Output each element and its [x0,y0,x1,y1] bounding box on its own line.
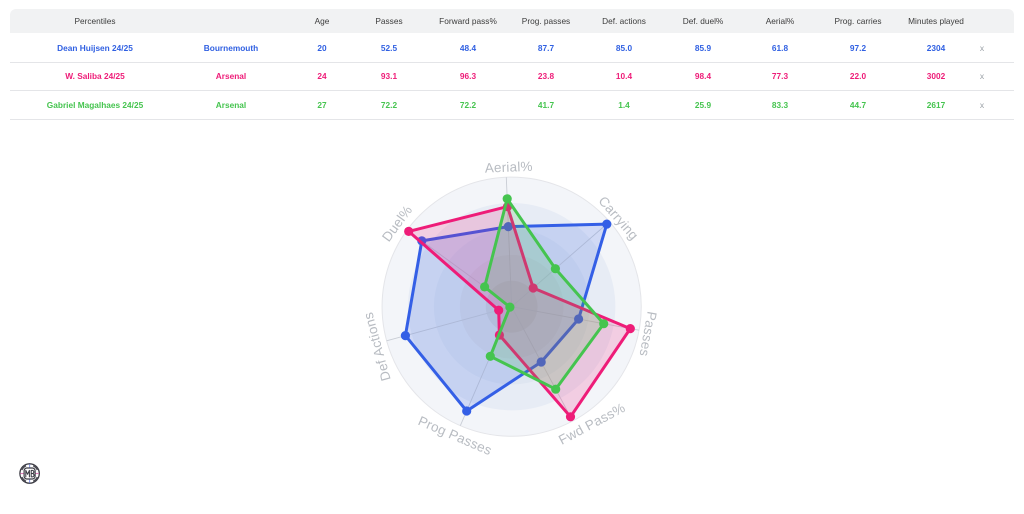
svg-text:Aerial%: Aerial% [484,159,533,176]
